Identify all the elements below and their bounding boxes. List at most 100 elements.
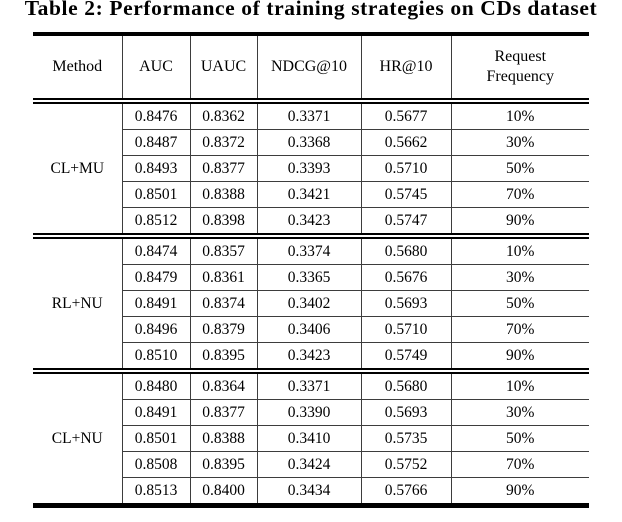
column-header-method: Method: [33, 32, 122, 104]
method-group-cl-mu: CL+MU 0.8476 0.8362 0.3371 0.5677 10% 0.…: [33, 101, 589, 239]
cell-uauc: 0.8377: [189, 155, 257, 182]
method-cell: CL+MU: [33, 101, 122, 239]
cell-hr10: 0.5676: [360, 264, 451, 291]
table-row: 0.8496 0.8379 0.3406 0.5710 70%: [33, 316, 589, 343]
table-row: 0.8487 0.8372 0.3368 0.5662 30%: [33, 129, 589, 156]
cell-hr10: 0.5752: [360, 451, 451, 478]
cell-uauc: 0.8357: [189, 236, 257, 265]
cell-ndcg10: 0.3374: [256, 236, 361, 265]
cell-auc: 0.8510: [121, 342, 190, 374]
table-row: 0.8493 0.8377 0.3393 0.5710 50%: [33, 155, 589, 182]
cell-request-frequency: 70%: [450, 316, 589, 343]
cell-auc: 0.8508: [121, 451, 190, 478]
column-header-ndcg10: NDCG@10: [256, 32, 361, 104]
cell-hr10: 0.5735: [360, 425, 451, 452]
cell-auc: 0.8513: [121, 477, 190, 508]
table-row: CL+MU 0.8476 0.8362 0.3371 0.5677 10%: [33, 101, 589, 239]
table-row: 0.8501 0.8388 0.3410 0.5735 50%: [33, 425, 589, 452]
cell-hr10: 0.5749: [360, 342, 451, 374]
cell-request-frequency: 50%: [450, 155, 589, 182]
cell-ndcg10: 0.3423: [256, 342, 361, 374]
cell-ndcg10: 0.3371: [256, 101, 361, 130]
cell-ndcg10: 0.3424: [256, 451, 361, 478]
cell-uauc: 0.8377: [189, 399, 257, 426]
cell-ndcg10: 0.3368: [256, 129, 361, 156]
cell-request-frequency: 70%: [450, 181, 589, 208]
cell-uauc: 0.8388: [189, 181, 257, 208]
cell-request-frequency: 30%: [450, 264, 589, 291]
cell-ndcg10: 0.3423: [256, 207, 361, 239]
cell-uauc: 0.8398: [189, 207, 257, 239]
cell-uauc: 0.8400: [189, 477, 257, 508]
cell-hr10: 0.5680: [360, 236, 451, 265]
cell-request-frequency: 90%: [450, 207, 589, 239]
results-table: Method AUC UAUC NDCG@10 HR@10 Request Fr…: [33, 32, 589, 508]
table-row: 0.8510 0.8395 0.3423 0.5749 90%: [33, 342, 589, 374]
table-row: 0.8479 0.8361 0.3365 0.5676 30%: [33, 264, 589, 291]
cell-request-frequency: 30%: [450, 129, 589, 156]
cell-request-frequency: 70%: [450, 451, 589, 478]
cell-auc: 0.8493: [121, 155, 190, 182]
cell-auc: 0.8480: [121, 371, 190, 400]
cell-uauc: 0.8379: [189, 316, 257, 343]
cell-ndcg10: 0.3402: [256, 290, 361, 317]
cell-uauc: 0.8395: [189, 451, 257, 478]
cell-auc: 0.8476: [121, 101, 190, 130]
table-caption: Table 2: Performance of training strateg…: [24, 0, 598, 20]
cell-ndcg10: 0.3410: [256, 425, 361, 452]
cell-hr10: 0.5766: [360, 477, 451, 508]
cell-hr10: 0.5693: [360, 399, 451, 426]
column-header-auc: AUC: [121, 32, 190, 104]
cell-ndcg10: 0.3371: [256, 371, 361, 400]
table-row: 0.8491 0.8374 0.3402 0.5693 50%: [33, 290, 589, 317]
cell-auc: 0.8496: [121, 316, 190, 343]
cell-uauc: 0.8362: [189, 101, 257, 130]
cell-request-frequency: 50%: [450, 425, 589, 452]
cell-auc: 0.8479: [121, 264, 190, 291]
cell-ndcg10: 0.3434: [256, 477, 361, 508]
cell-uauc: 0.8361: [189, 264, 257, 291]
cell-auc: 0.8501: [121, 181, 190, 208]
cell-hr10: 0.5710: [360, 316, 451, 343]
table-header-row: Method AUC UAUC NDCG@10 HR@10 Request Fr…: [33, 32, 589, 104]
cell-auc: 0.8491: [121, 290, 190, 317]
cell-uauc: 0.8364: [189, 371, 257, 400]
cell-auc: 0.8501: [121, 425, 190, 452]
method-cell: RL+NU: [33, 236, 122, 374]
table-header: Method AUC UAUC NDCG@10 HR@10 Request Fr…: [33, 32, 589, 104]
cell-hr10: 0.5693: [360, 290, 451, 317]
cell-ndcg10: 0.3365: [256, 264, 361, 291]
table-row: CL+NU 0.8480 0.8364 0.3371 0.5680 10%: [33, 371, 589, 508]
table-row: 0.8512 0.8398 0.3423 0.5747 90%: [33, 207, 589, 239]
cell-auc: 0.8487: [121, 129, 190, 156]
cell-request-frequency: 10%: [450, 101, 589, 130]
cell-request-frequency: 10%: [450, 236, 589, 265]
cell-request-frequency: 30%: [450, 399, 589, 426]
column-header-hr10: HR@10: [360, 32, 451, 104]
cell-hr10: 0.5745: [360, 181, 451, 208]
cell-hr10: 0.5710: [360, 155, 451, 182]
cell-uauc: 0.8372: [189, 129, 257, 156]
cell-uauc: 0.8395: [189, 342, 257, 374]
cell-hr10: 0.5747: [360, 207, 451, 239]
cell-uauc: 0.8374: [189, 290, 257, 317]
cell-ndcg10: 0.3390: [256, 399, 361, 426]
cell-auc: 0.8491: [121, 399, 190, 426]
cell-hr10: 0.5677: [360, 101, 451, 130]
cell-request-frequency: 90%: [450, 342, 589, 374]
method-group-cl-nu: CL+NU 0.8480 0.8364 0.3371 0.5680 10% 0.…: [33, 371, 589, 508]
method-cell: CL+NU: [33, 371, 122, 508]
cell-hr10: 0.5680: [360, 371, 451, 400]
table-row: RL+NU 0.8474 0.8357 0.3374 0.5680 10%: [33, 236, 589, 374]
cell-ndcg10: 0.3393: [256, 155, 361, 182]
column-header-request-frequency: Request Frequency: [450, 32, 589, 104]
table-row: 0.8508 0.8395 0.3424 0.5752 70%: [33, 451, 589, 478]
column-header-uauc: UAUC: [189, 32, 257, 104]
cell-uauc: 0.8388: [189, 425, 257, 452]
table-row: 0.8513 0.8400 0.3434 0.5766 90%: [33, 477, 589, 508]
cell-auc: 0.8474: [121, 236, 190, 265]
table-row: 0.8491 0.8377 0.3390 0.5693 30%: [33, 399, 589, 426]
cell-request-frequency: 10%: [450, 371, 589, 400]
cell-hr10: 0.5662: [360, 129, 451, 156]
method-group-rl-nu: RL+NU 0.8474 0.8357 0.3374 0.5680 10% 0.…: [33, 236, 589, 374]
